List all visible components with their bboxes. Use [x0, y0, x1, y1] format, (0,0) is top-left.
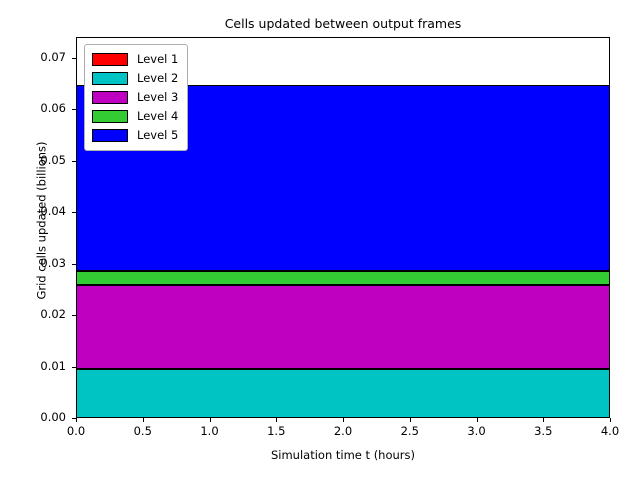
- legend-item-level-4[interactable]: Level 4: [92, 107, 178, 126]
- x-tick-mark: [209, 418, 211, 422]
- y-tick-mark: [72, 315, 76, 317]
- legend-item-level-2[interactable]: Level 2: [92, 69, 178, 88]
- y-tick-mark: [72, 366, 76, 368]
- x-tick-mark: [543, 418, 545, 422]
- y-tick-label: 0.02: [40, 307, 66, 322]
- legend-item-level-1[interactable]: Level 1: [92, 50, 178, 69]
- y-tick-label: 0.05: [40, 152, 66, 167]
- legend-swatch-icon: [92, 72, 128, 85]
- x-tick-label: 1.5: [267, 424, 286, 438]
- x-tick-mark: [409, 418, 411, 422]
- legend-item-label: Level 4: [137, 109, 179, 123]
- x-tick-mark: [276, 418, 278, 422]
- x-tick-mark: [476, 418, 478, 422]
- y-tick-label: 0.07: [40, 50, 66, 65]
- x-tick-label: 2.5: [400, 424, 419, 438]
- legend-swatch-icon: [92, 110, 128, 123]
- y-tick-mark: [72, 212, 76, 214]
- x-axis-label: Simulation time t (hours): [270, 448, 416, 462]
- area-band-level-2: [77, 368, 609, 417]
- legend-item-level-3[interactable]: Level 3: [92, 88, 178, 107]
- legend-swatch-icon: [92, 53, 128, 66]
- legend-item-label: Level 3: [137, 90, 179, 104]
- x-tick-label: 3.0: [467, 424, 486, 438]
- x-tick-label: 0.0: [66, 424, 86, 438]
- y-tick-label: 0.06: [40, 101, 66, 116]
- legend-item-label: Level 1: [137, 52, 179, 66]
- x-tick-mark: [610, 418, 611, 422]
- x-tick-mark: [76, 418, 77, 422]
- y-tick-mark: [72, 160, 76, 162]
- y-tick-mark: [72, 418, 76, 419]
- area-band-level-3: [77, 284, 609, 369]
- legend-item-level-5[interactable]: Level 5: [92, 126, 178, 145]
- y-tick-mark: [72, 58, 76, 60]
- x-tick-label: 3.5: [534, 424, 553, 438]
- y-tick-label: 0.00: [40, 410, 66, 424]
- legend-item-label: Level 5: [137, 128, 179, 142]
- y-tick-label: 0.03: [40, 255, 66, 270]
- y-tick-mark: [72, 263, 76, 265]
- y-tick-label: 0.01: [40, 358, 66, 373]
- chart-title: Cells updated between output frames: [224, 16, 462, 31]
- legend-swatch-icon: [92, 91, 128, 104]
- legend-swatch-icon: [92, 129, 128, 142]
- legend: Level 1 Level 2 Level 3 Level 4 Level 5: [84, 44, 189, 151]
- x-tick-mark: [142, 418, 144, 422]
- x-tick-label: 4.0: [600, 424, 620, 438]
- y-tick-label: 0.04: [40, 204, 66, 219]
- area-band-level-4: [77, 270, 609, 285]
- y-axis-label: Grid cells updated (billions): [34, 141, 49, 300]
- x-tick-mark: [343, 418, 344, 422]
- legend-item-label: Level 2: [137, 71, 179, 85]
- x-tick-label: 1.0: [200, 424, 219, 438]
- x-tick-label: 2.0: [333, 424, 353, 438]
- x-tick-label: 0.5: [133, 424, 152, 438]
- y-tick-mark: [72, 109, 76, 111]
